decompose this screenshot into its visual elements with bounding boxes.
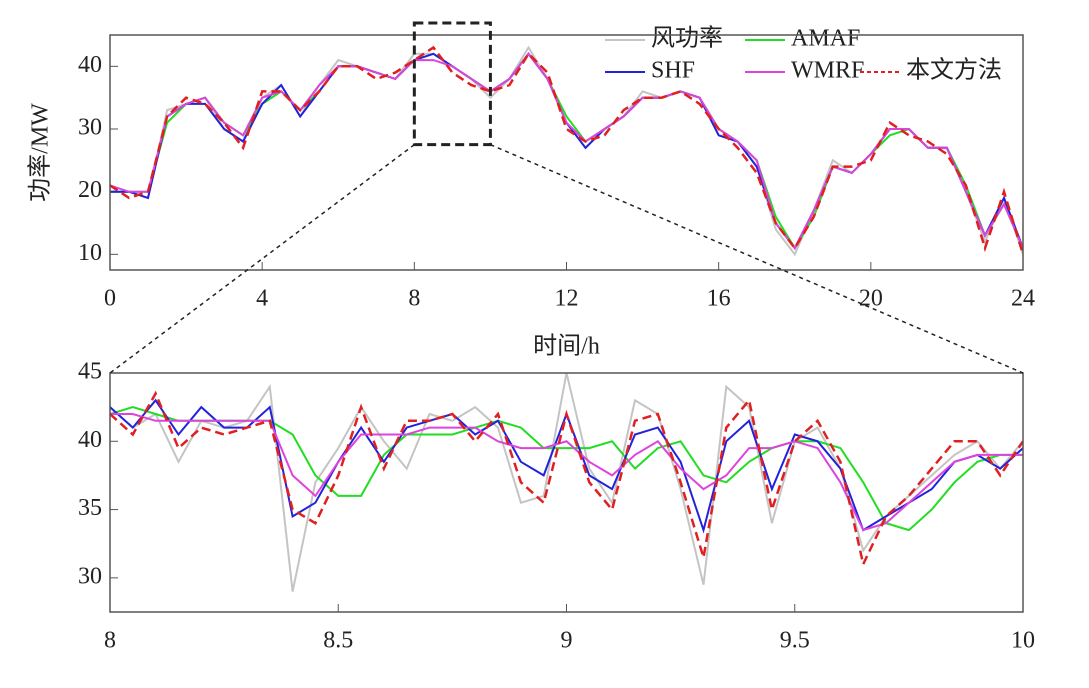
y-tick-label: 30 <box>78 563 102 589</box>
legend-label: 风功率 <box>651 25 723 52</box>
x-tick-label: 12 <box>555 286 579 312</box>
series-line <box>110 52 1023 251</box>
legend-label: 本文方法 <box>906 57 1002 84</box>
x-tick-label: 9 <box>561 628 573 654</box>
y-tick-label: 40 <box>78 52 102 78</box>
series-line <box>110 373 1023 592</box>
x-axis-label: 时间/h <box>533 333 600 360</box>
zoom-connector <box>490 143 1024 374</box>
series-line <box>110 390 1023 569</box>
y-tick-label: 40 <box>78 427 102 453</box>
series-line <box>110 52 1023 250</box>
x-tick-label: 20 <box>859 286 883 312</box>
zoom-connector <box>109 144 415 374</box>
series-line <box>110 413 1023 532</box>
y-tick-label: 20 <box>78 177 102 203</box>
x-tick-label: 10 <box>1011 628 1035 654</box>
x-tick-label: 8 <box>408 286 420 312</box>
series-line <box>110 45 1023 257</box>
y-tick-label: 30 <box>78 115 102 141</box>
y-axis-label: 功率/MW <box>27 103 54 202</box>
y-tick-label: 45 <box>78 359 102 385</box>
plot-frame <box>109 372 1024 613</box>
x-tick-label: 8 <box>104 628 116 654</box>
x-tick-label: 4 <box>256 286 268 312</box>
legend-label: AMAF <box>791 26 860 52</box>
series-line <box>110 406 1023 532</box>
series-line <box>110 52 1023 250</box>
y-tick-label: 10 <box>78 240 102 266</box>
y-tick-label: 35 <box>78 495 102 521</box>
series-line <box>110 45 1023 255</box>
x-tick-label: 16 <box>707 286 731 312</box>
legend-label: WMRF <box>791 58 864 84</box>
x-tick-label: 0 <box>104 286 116 312</box>
legend-label: SHF <box>651 58 695 84</box>
x-tick-label: 8.5 <box>323 628 353 654</box>
x-tick-label: 9.5 <box>780 628 810 654</box>
x-tick-label: 24 <box>1011 286 1035 312</box>
plot-frame <box>109 34 1024 271</box>
